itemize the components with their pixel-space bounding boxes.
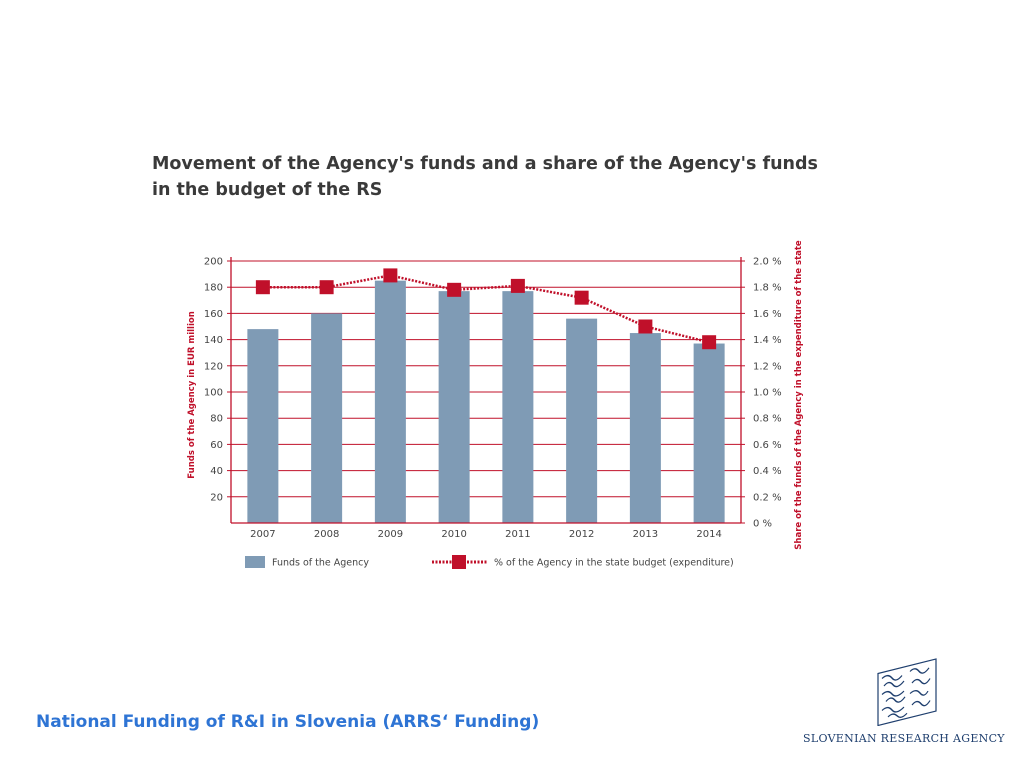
y2-tick-label: 0 % (753, 519, 772, 530)
y2-tick-label: 0.6 % (753, 440, 782, 451)
bar (566, 318, 598, 523)
bar (311, 313, 343, 523)
line-marker (255, 280, 270, 295)
x-tick-label: 2008 (314, 529, 339, 540)
agency-name: SLOVENIAN RESEARCH AGENCY (803, 732, 1005, 745)
legend-line-marker (452, 555, 466, 569)
y-tick-label: 20 (210, 492, 223, 503)
y2-tick-label: 0.8 % (753, 414, 782, 425)
y-tick-label: 180 (204, 283, 223, 294)
bar (374, 280, 406, 523)
x-tick-label: 2012 (569, 529, 594, 540)
footer-title: National Funding of R&I in Slovenia (ARR… (36, 712, 540, 732)
bar (502, 291, 534, 523)
tick-labels: 200 180 160 140 120 100 80 60 40 20 2.0 % 1.8 % 1.6 … (204, 257, 782, 541)
line-marker (510, 278, 525, 293)
bar (693, 343, 725, 523)
chart-title: Movement of the Agency's funds and a sha… (152, 154, 818, 200)
x-tick-label: 2014 (696, 529, 721, 540)
line-series (255, 268, 717, 350)
y-tick-label: 200 (204, 257, 223, 268)
y2-tick-label: 1.6 % (753, 309, 782, 320)
y-tick-label: 140 (204, 335, 223, 346)
y2-tick-label: 2.0 % (753, 257, 782, 268)
y-tick-label: 160 (204, 309, 223, 320)
y2-tick-label: 1.0 % (753, 388, 782, 399)
y2-tick-label: 1.2 % (753, 361, 782, 372)
line-marker (574, 290, 589, 305)
y2-tick-label: 1.4 % (753, 335, 782, 346)
arrs-logo-icon (877, 658, 937, 726)
y-tick-label: 80 (210, 414, 223, 425)
y2-axis-title: Share of the funds of the Agency in the … (794, 240, 804, 550)
y-tick-label: 100 (204, 388, 223, 399)
y-tick-label: 40 (210, 466, 223, 477)
y-tick-label: 120 (204, 361, 223, 372)
line-marker (702, 335, 717, 350)
bar (438, 291, 470, 523)
x-tick-label: 2007 (250, 529, 275, 540)
y-axis-title: Funds of the Agency in EUR million (187, 311, 197, 478)
line-marker (319, 280, 334, 295)
axes (230, 257, 742, 524)
x-tick-label: 2009 (378, 529, 403, 540)
legend-bar-swatch (245, 556, 265, 568)
line-marker (638, 319, 653, 334)
line-marker (447, 282, 462, 297)
chart: 200 180 160 140 120 100 80 60 40 20 2.0 % 1.8 % 1.6 … (187, 240, 804, 569)
bar-series (247, 280, 725, 523)
y2-tick-label: 0.4 % (753, 466, 782, 477)
series-line (262, 274, 710, 344)
line-marker (383, 268, 398, 283)
bar (629, 333, 661, 523)
bar (247, 329, 279, 523)
legend: Funds of the Agency % of the Agency in t… (245, 555, 734, 569)
x-tick-label: 2013 (633, 529, 658, 540)
y-tick-label: 60 (210, 440, 223, 451)
x-tick-label: 2011 (505, 529, 530, 540)
y2-tick-label: 1.8 % (753, 283, 782, 294)
x-tick-label: 2010 (441, 529, 466, 540)
legend-bar-label: Funds of the Agency (272, 558, 369, 569)
legend-line-label: % of the Agency in the state budget (exp… (494, 558, 734, 569)
gridlines (231, 260, 741, 498)
y2-tick-label: 0.2 % (753, 492, 782, 503)
